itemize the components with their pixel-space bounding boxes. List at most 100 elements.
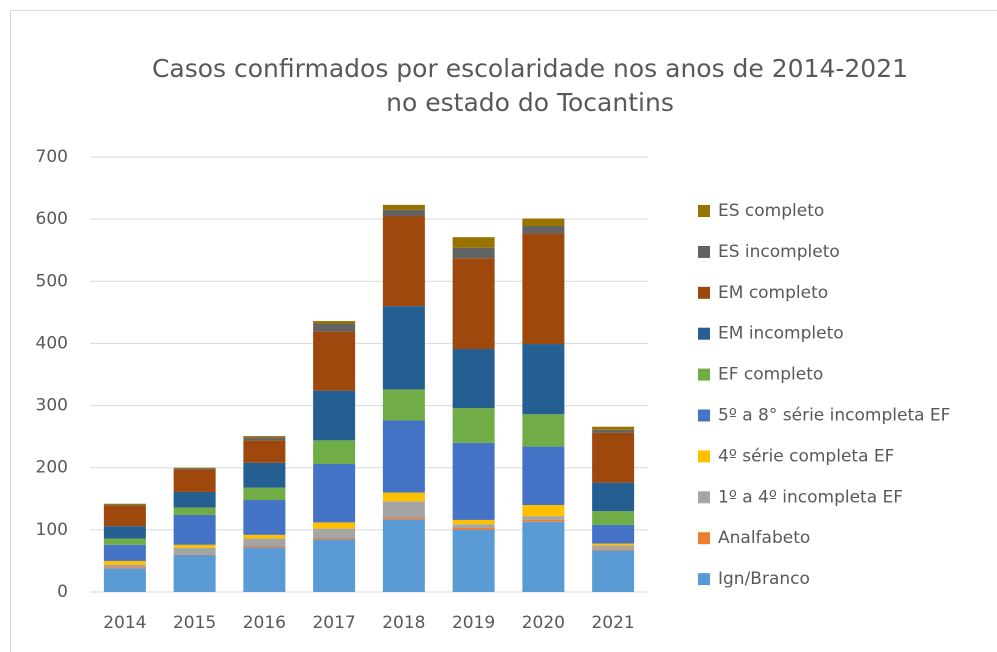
bar-segment	[173, 554, 216, 592]
bar-segment	[522, 233, 565, 345]
chart-title: Casos confirmados por escolaridade nos a…	[152, 54, 908, 83]
y-tick-label: 200	[36, 458, 68, 478]
legend-swatch	[698, 286, 710, 299]
bar-segment	[382, 216, 425, 307]
y-tick-label: 0	[57, 582, 68, 602]
bar-segment	[522, 446, 565, 505]
legend-label: EM completo	[718, 283, 828, 303]
legend-swatch	[698, 368, 710, 381]
bar-segment	[103, 564, 146, 568]
bar-segment	[313, 537, 356, 540]
bar-segment	[313, 331, 356, 391]
bar-segment	[592, 550, 635, 592]
bar-segment	[313, 528, 356, 538]
bar-segment	[452, 529, 495, 592]
bar-segment	[103, 538, 146, 545]
legend-label: ES incompleto	[718, 242, 840, 262]
legend-label: 1º a 4º incompleta EF	[718, 487, 903, 507]
bar-segment	[243, 462, 286, 488]
bar-segment	[173, 468, 216, 470]
x-tick-label: 2020	[522, 613, 565, 633]
bar-segment	[452, 349, 495, 409]
bar-segment	[173, 547, 216, 555]
bar-segment	[592, 432, 635, 483]
bar-segment	[243, 436, 286, 438]
bar-segment	[243, 534, 286, 539]
bar-segment	[452, 442, 495, 520]
bar-segment	[313, 440, 356, 464]
legend-label: EF completo	[718, 365, 823, 385]
bar-segment	[103, 505, 146, 527]
bar-segment	[382, 306, 425, 390]
bar-segment	[592, 429, 635, 433]
bar-segment	[103, 526, 146, 539]
x-tick-label: 2018	[382, 613, 425, 633]
legend-swatch	[698, 205, 710, 217]
bar-segment	[313, 390, 356, 441]
legend-label: 5º a 8° série incompleta EF	[718, 406, 950, 426]
bar-segment	[452, 258, 495, 350]
bar-segment	[592, 549, 635, 551]
bar-segment	[592, 482, 635, 512]
bar-segment	[452, 524, 495, 528]
legend-swatch	[698, 491, 710, 504]
y-tick-label: 400	[36, 333, 68, 353]
legend-swatch	[698, 245, 710, 258]
bar-segment	[243, 546, 286, 548]
bar-segment	[243, 437, 286, 441]
legend-swatch	[698, 327, 710, 340]
bar-segment	[522, 505, 565, 517]
bar-segment	[382, 492, 425, 502]
bar-segment	[103, 544, 146, 561]
legend-swatch	[698, 573, 710, 586]
bar-segment	[452, 408, 495, 443]
bar-segment	[313, 321, 356, 324]
bar-segment	[103, 503, 146, 505]
bar-segment	[522, 516, 565, 520]
bar-segment	[382, 209, 425, 217]
legend-label: ES completo	[718, 201, 824, 221]
x-tick-label: 2015	[173, 613, 216, 633]
y-tick-label: 700	[36, 147, 68, 167]
x-tick-label: 2016	[243, 613, 286, 633]
bar-segment	[522, 521, 565, 592]
bar-segment	[243, 538, 286, 547]
x-tick-label: 2014	[103, 613, 146, 633]
legend-swatch	[698, 450, 710, 463]
bar-segment	[592, 511, 635, 525]
legend-swatch	[698, 532, 710, 545]
bar-segment	[522, 344, 565, 415]
chart-title: no estado do Tocantins	[386, 88, 674, 117]
bar-segment	[382, 204, 425, 210]
bar-segment	[522, 519, 565, 522]
bar-segment	[522, 414, 565, 447]
bar-segment	[103, 568, 146, 592]
bar-segment	[173, 469, 216, 492]
bar-segment	[522, 225, 565, 234]
x-tick-label: 2017	[312, 613, 355, 633]
y-tick-label: 500	[36, 271, 68, 291]
bar-segment	[103, 567, 146, 569]
bar-segment	[382, 501, 425, 518]
bar-segment	[592, 426, 635, 430]
bar-segment	[243, 547, 286, 592]
bar-segment	[103, 505, 146, 506]
bar-segment	[313, 522, 356, 529]
legend-label: Ign/Branco	[718, 569, 810, 589]
x-tick-label: 2021	[591, 613, 634, 633]
bar-segment	[592, 543, 635, 546]
legend-swatch	[698, 409, 710, 422]
bar-segment	[103, 560, 146, 565]
bar-segment	[243, 440, 286, 463]
bar-segment	[382, 519, 425, 592]
bar-segment	[452, 519, 495, 525]
bar-segment	[452, 247, 495, 259]
legend-label: Analfabeto	[718, 528, 810, 548]
bar-segment	[313, 463, 356, 523]
bar-segment	[313, 323, 356, 332]
bar-segment	[452, 527, 495, 530]
legend-label: 4º série completa EF	[718, 446, 894, 466]
bar-segment	[173, 467, 216, 469]
bar-segment	[382, 420, 425, 493]
